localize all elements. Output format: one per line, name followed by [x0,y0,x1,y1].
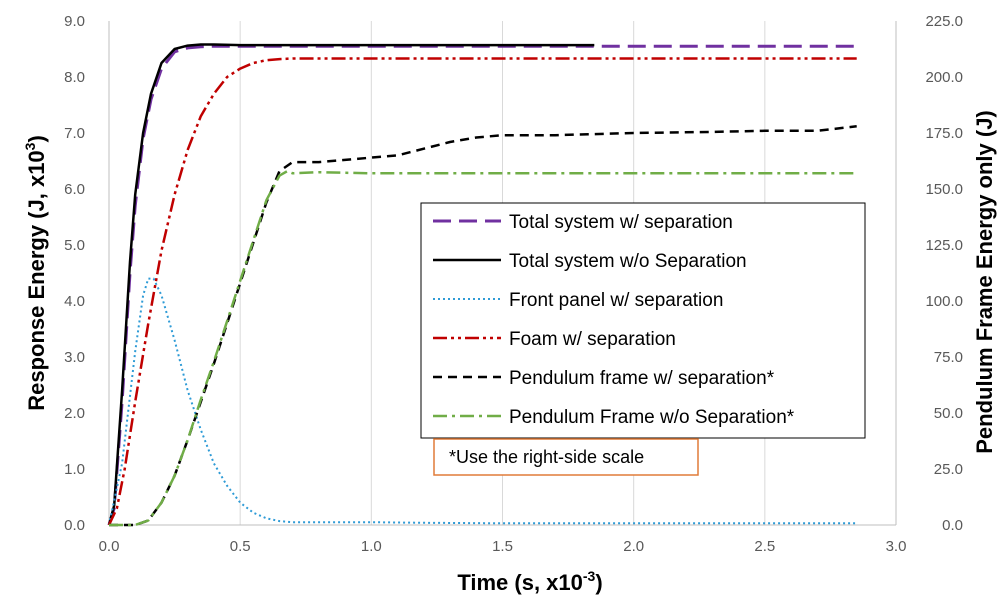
legend-label-6: Pendulum Frame w/o Separation* [509,407,795,428]
x-tick-label: 3.0 [886,538,907,555]
legend-label-5: Pendulum frame w/ separation* [509,368,775,389]
y-tick-label: 7.0 [64,125,85,142]
x-tick-label: 2.5 [754,538,775,555]
y-axis-title: Response Energy (J, x103) [22,135,49,411]
series-line-3 [108,277,857,526]
y2-tick-label: 100.0 [925,293,963,310]
tick-labels: 0.0 0.5 1.0 1.5 2.0 2.5 3.0 0.0 1.0 2.0 3.0 4.0 5.0 6… [64,13,963,555]
y2-axis-title: Pendulum Frame Energy only (J) [972,110,997,454]
legend-label-3: Front panel w/ separation [509,290,723,311]
y2-tick-label: 175.0 [925,125,963,142]
y2-tick-label: 75.0 [934,349,963,366]
x-tick-label: 0.0 [99,538,120,555]
y-tick-label: 9.0 [64,13,85,30]
y-tick-label: 1.0 [64,461,85,478]
legend: Total system w/ separation Total system w… [420,202,866,439]
y2-tick-label: 225.0 [925,13,963,30]
x-axis-title: Time (s, x10-3) [457,568,602,595]
axes [108,21,897,526]
y2-tick-label: 0.0 [942,517,963,534]
x-tick-label: 1.5 [492,538,513,555]
y2-tick-label: 50.0 [934,405,963,422]
y2-tick-label: 125.0 [925,237,963,254]
x-tick-label: 2.0 [623,538,644,555]
y-tick-label: 0.0 [64,517,85,534]
y-tick-label: 3.0 [64,349,85,366]
y2-tick-label: 200.0 [925,69,963,86]
y-tick-label: 5.0 [64,237,85,254]
y-tick-label: 6.0 [64,181,85,198]
legend-label-4: Foam w/ separation [509,329,676,350]
x-tick-label: 0.5 [230,538,251,555]
legend-label-2: Total system w/o Separation [509,251,747,272]
x-tick-label: 1.0 [361,538,382,555]
scale-note-text: *Use the right-side scale [449,447,644,467]
series-lines [107,43,857,527]
legend-box [420,202,866,439]
y2-tick-label: 150.0 [925,181,963,198]
legend-label-1: Total system w/ separation [509,212,733,233]
scale-note: *Use the right-side scale [433,438,699,476]
y-tick-label: 8.0 [64,69,85,86]
series-line-2 [107,43,595,526]
y-tick-label: 4.0 [64,293,85,310]
y-tick-label: 2.0 [64,405,85,422]
scale-note-box [433,438,699,476]
series-line-6 [109,169,857,527]
y2-tick-label: 25.0 [934,461,963,478]
series-line-4 [107,57,857,526]
